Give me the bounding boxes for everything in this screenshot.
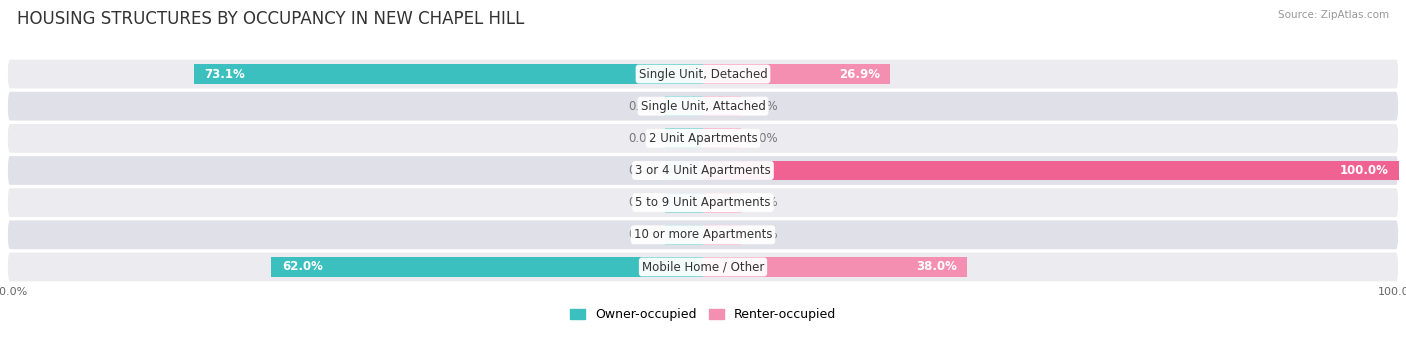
- Text: 3 or 4 Unit Apartments: 3 or 4 Unit Apartments: [636, 164, 770, 177]
- FancyBboxPatch shape: [7, 123, 1399, 154]
- Text: 100.0%: 100.0%: [1340, 164, 1389, 177]
- Bar: [665, 161, 703, 180]
- Text: Mobile Home / Other: Mobile Home / Other: [641, 261, 765, 273]
- Bar: [703, 257, 967, 277]
- Text: Source: ZipAtlas.com: Source: ZipAtlas.com: [1278, 10, 1389, 20]
- Bar: [665, 128, 703, 148]
- Text: 26.9%: 26.9%: [839, 68, 880, 80]
- Legend: Owner-occupied, Renter-occupied: Owner-occupied, Renter-occupied: [565, 303, 841, 326]
- Text: 2 Unit Apartments: 2 Unit Apartments: [648, 132, 758, 145]
- Bar: [665, 96, 703, 116]
- Text: Single Unit, Attached: Single Unit, Attached: [641, 100, 765, 113]
- FancyBboxPatch shape: [7, 219, 1399, 250]
- Text: 38.0%: 38.0%: [917, 261, 957, 273]
- Text: 0.0%: 0.0%: [628, 196, 658, 209]
- Text: Single Unit, Detached: Single Unit, Detached: [638, 68, 768, 80]
- FancyBboxPatch shape: [7, 91, 1399, 122]
- Text: 0.0%: 0.0%: [628, 100, 658, 113]
- Text: 0.0%: 0.0%: [748, 196, 778, 209]
- Text: 73.1%: 73.1%: [205, 68, 246, 80]
- Bar: [703, 161, 1399, 180]
- Bar: [703, 225, 741, 245]
- Bar: [703, 64, 890, 84]
- Bar: [665, 193, 703, 213]
- FancyBboxPatch shape: [7, 59, 1399, 89]
- Text: 0.0%: 0.0%: [748, 228, 778, 241]
- Text: 0.0%: 0.0%: [628, 164, 658, 177]
- Text: 0.0%: 0.0%: [748, 132, 778, 145]
- Text: 0.0%: 0.0%: [748, 100, 778, 113]
- Bar: [271, 257, 703, 277]
- FancyBboxPatch shape: [7, 155, 1399, 186]
- FancyBboxPatch shape: [7, 252, 1399, 282]
- Text: 62.0%: 62.0%: [283, 261, 323, 273]
- Bar: [703, 128, 741, 148]
- Text: 0.0%: 0.0%: [628, 132, 658, 145]
- Bar: [703, 96, 741, 116]
- Text: 5 to 9 Unit Apartments: 5 to 9 Unit Apartments: [636, 196, 770, 209]
- Bar: [703, 193, 741, 213]
- Text: 10 or more Apartments: 10 or more Apartments: [634, 228, 772, 241]
- Text: 0.0%: 0.0%: [628, 228, 658, 241]
- Text: HOUSING STRUCTURES BY OCCUPANCY IN NEW CHAPEL HILL: HOUSING STRUCTURES BY OCCUPANCY IN NEW C…: [17, 10, 524, 28]
- Bar: [194, 64, 703, 84]
- Bar: [665, 225, 703, 245]
- FancyBboxPatch shape: [7, 187, 1399, 218]
